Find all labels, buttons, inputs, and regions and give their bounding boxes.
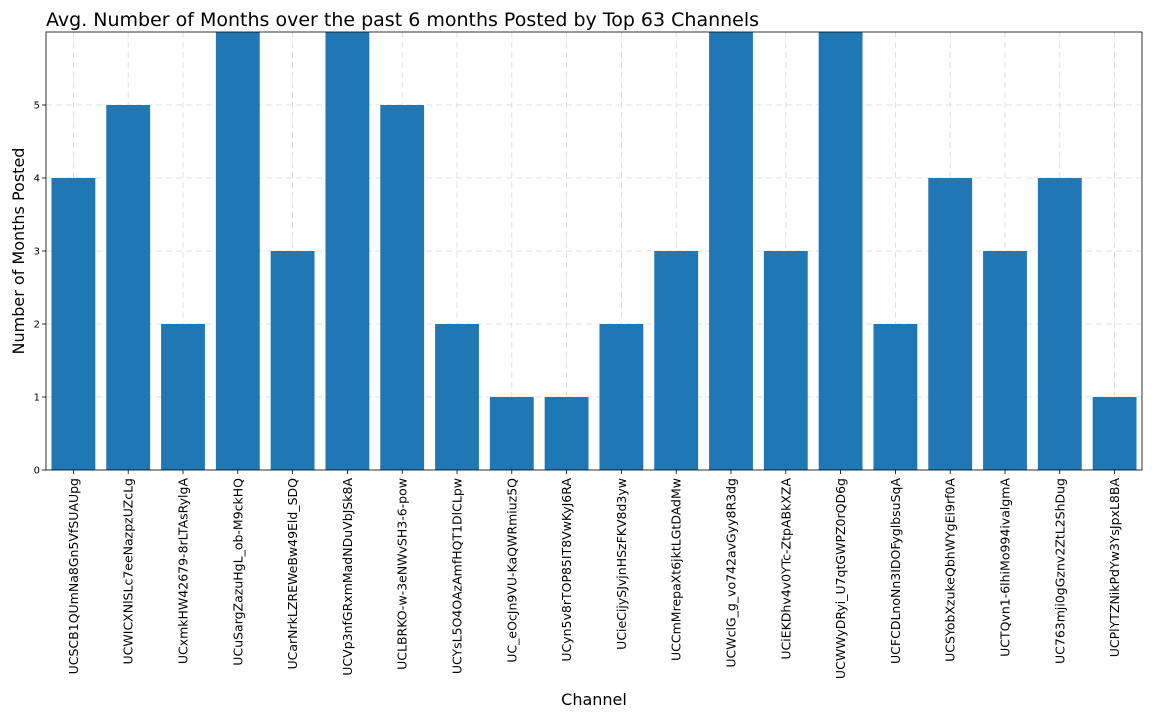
x-tick-label: UCSYobXzukeQbhWYgEi9rf0A: [943, 478, 958, 662]
bar: [489, 397, 534, 470]
x-tick-label: UCWICXNlSLc7eeNazpzUZcLg: [121, 478, 136, 664]
bar: [215, 32, 260, 470]
x-axis-label: Channel: [561, 690, 627, 709]
bar: [270, 251, 315, 470]
x-tick-label: UCPlYTZNikPdYw3YsJpxL8BA: [1107, 478, 1122, 658]
bar: [325, 32, 370, 470]
bar: [763, 251, 808, 470]
x-tick-label: UCLBRKO-w-3eNWvSH3-6-pow: [395, 478, 410, 670]
y-axis-label: Number of Months Posted: [9, 148, 28, 355]
bar: [818, 32, 863, 470]
bar: [599, 324, 644, 470]
x-tick-label: UCuSargZazuHgL_ob-M9ckHQ: [230, 478, 245, 666]
bar: [435, 324, 479, 470]
x-tick-label: UC763mji0gGznv2ZtL2ShDug: [1052, 478, 1067, 664]
y-tick-label: 3: [34, 247, 40, 258]
x-tick-label: UC_eOcJn9VU-KaQWRmiuz5Q: [504, 478, 519, 663]
y-tick-label: 0: [34, 466, 40, 477]
x-tick-label: UCxmkHW42679-8rLTAsRylgA: [176, 478, 191, 665]
x-tick-label: UCCmMrepaXt6jktLGtDAdMw: [669, 478, 684, 661]
y-tick-label: 1: [34, 393, 40, 404]
bars: [51, 32, 1137, 470]
x-tick-label: UCWWyDRyi_U7qtGWPZ0rQD6g: [833, 478, 848, 679]
x-tick-label: UCieCijySJvjnHSzFKV8d3yw: [614, 478, 629, 650]
grid: [46, 32, 1142, 471]
bar: [51, 178, 96, 470]
x-tick-label: UCVp3nfGRxmMadNDuVbJSk8A: [340, 478, 355, 676]
bar: [709, 32, 753, 470]
y-tick-label: 4: [34, 174, 40, 185]
bar: [983, 251, 1027, 470]
y-tick-label: 2: [34, 320, 40, 331]
bar: [1037, 178, 1082, 470]
bar: [1092, 397, 1137, 470]
x-axis: UCSCB1QUmNa8Gn5VfSUAUpg UCWICXNlSLc7eeNaz…: [66, 470, 1122, 679]
y-axis: 0 1 2 3 4 5: [34, 101, 46, 477]
x-tick-label: UCTQvn1-6lhiMo994ivalgmA: [998, 478, 1013, 657]
y-tick-label: 5: [34, 101, 40, 112]
bar: [928, 178, 973, 470]
x-tick-label: UCFCDLnoNn3IDOFyglbsuSqA: [888, 478, 903, 664]
x-tick-label: UCYsL5O4OAzAmfHQT1DlCLpw: [450, 478, 465, 674]
bar: [873, 324, 918, 470]
x-tick-label: UCWclG_g_vo742avGyy8R3dg: [724, 478, 739, 668]
bar: [380, 105, 425, 470]
bar: [106, 105, 151, 470]
bar: [161, 324, 205, 470]
x-tick-label: UCSCB1QUmNa8Gn5VfSUAUpg: [66, 478, 81, 674]
bar: [544, 397, 589, 470]
bar: [654, 251, 699, 470]
x-tick-label: UCyn5v8rTOP85IT8VwKyJ6RA: [559, 478, 574, 662]
chart-title: Avg. Number of Months over the past 6 mo…: [46, 9, 759, 31]
x-tick-label: UCarNrkLZREWeBw49Eld_SDQ: [285, 478, 300, 670]
x-tick-label: UCiEKDhv4v0YTc-ZtpABkXZA: [778, 478, 793, 660]
